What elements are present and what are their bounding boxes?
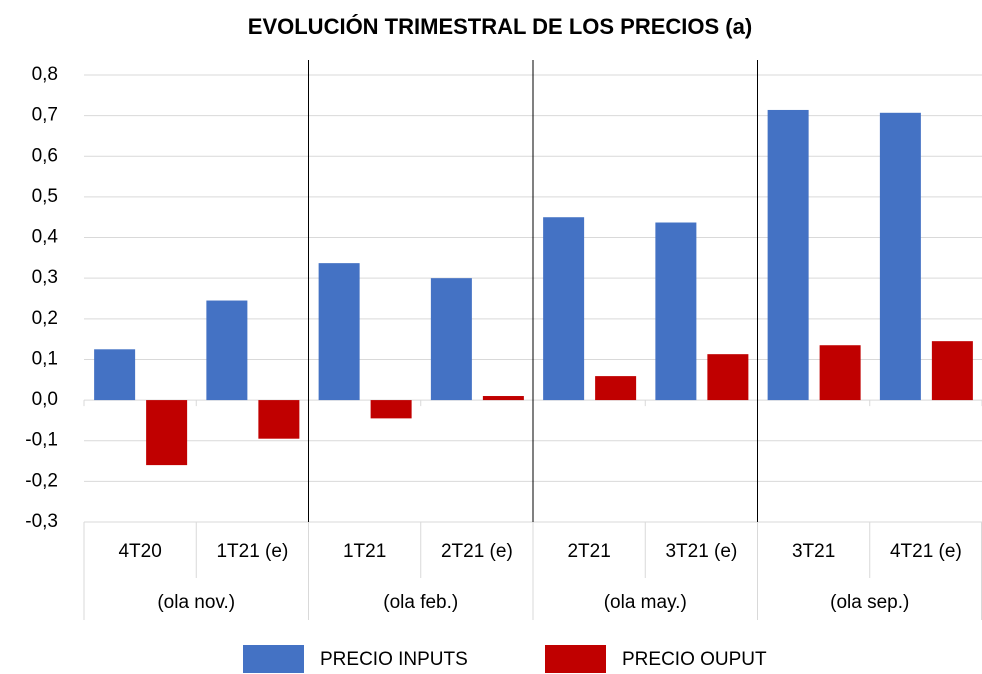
bar [206,300,248,401]
bar [543,217,585,401]
bar [595,376,637,401]
legend-swatch [545,645,606,673]
bar [258,400,300,439]
bar [767,109,809,401]
bar [707,354,749,401]
y-tick-label: -0,3 [25,511,58,532]
x-tick-label: 3T21 [792,541,835,562]
y-tick-label: 0,3 [32,267,58,288]
chart-title: EVOLUCIÓN TRIMESTRAL DE LOS PRECIOS (a) [248,14,752,39]
group-label: (ola nov.) [157,592,235,613]
x-tick-label: 2T21 [567,541,610,562]
bar [819,345,861,401]
y-tick-label: -0,2 [25,470,58,491]
x-tick-label: 1T21 [343,541,386,562]
legend-label: PRECIO OUPUT [622,649,767,670]
group-label: (ola may.) [604,592,687,613]
y-tick-label: 0,7 [32,105,58,126]
y-tick-label: -0,1 [25,430,58,451]
bar [94,349,136,401]
bar [879,112,921,401]
x-tick-label: 4T20 [118,541,161,562]
y-tick-label: 0,1 [32,348,58,369]
x-tick-label: 3T21 (e) [665,541,737,562]
y-tick-label: 0,4 [32,227,59,248]
bar [482,396,524,401]
x-tick-label: 1T21 (e) [216,541,288,562]
legend-label: PRECIO INPUTS [320,649,468,670]
bar [655,222,697,401]
y-tick-label: 0,0 [32,389,58,410]
y-tick-label: 0,5 [32,186,58,207]
y-tick-label: 0,6 [32,145,58,166]
bar [370,400,412,419]
x-tick-label: 4T21 (e) [890,541,962,562]
bar [318,263,360,401]
group-label: (ola feb.) [383,592,458,613]
x-tick-label: 2T21 (e) [441,541,513,562]
group-label: (ola sep.) [830,592,909,613]
bar [430,278,472,401]
legend-swatch [243,645,304,673]
bar [146,400,188,466]
bar [931,341,973,401]
y-tick-label: 0,2 [32,308,58,329]
y-tick-label: 0,8 [32,64,58,85]
